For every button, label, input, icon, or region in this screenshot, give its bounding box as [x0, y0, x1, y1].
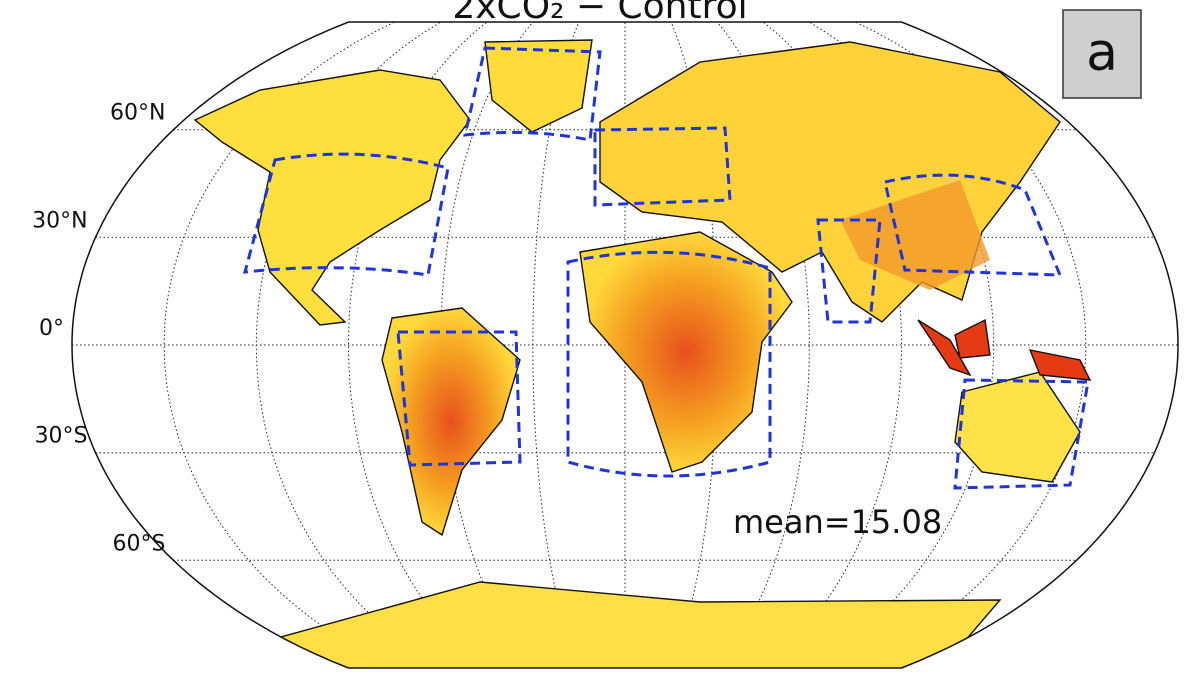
region-box — [593, 126, 732, 207]
latitude-label: 60°N — [110, 101, 165, 126]
map-outline — [71, 21, 1179, 669]
map-title: 2xCO₂ − Control — [452, 0, 747, 27]
africa — [579, 231, 793, 473]
south-america — [381, 307, 521, 537]
map-body — [72, 22, 1178, 668]
north-america — [193, 69, 471, 326]
latitude-label: 60°S — [113, 531, 166, 556]
region-box — [463, 46, 602, 142]
region-box — [396, 330, 522, 467]
latitude-label: 30°S — [35, 424, 88, 449]
maritime-continent — [917, 318, 1092, 381]
panel-label-box — [1062, 9, 1142, 99]
greenland — [484, 39, 593, 133]
antarctica — [268, 581, 1002, 668]
asia-warm — [840, 180, 990, 290]
latitude-label: 30°N — [32, 208, 87, 233]
land — [193, 39, 1092, 668]
region-box — [953, 378, 1090, 490]
region-box — [566, 250, 772, 478]
panel-label: a — [1086, 23, 1118, 83]
australia — [954, 371, 1081, 483]
region-box — [816, 218, 882, 324]
regions — [242, 46, 1090, 490]
region-box — [883, 173, 1063, 277]
latitude-label: 0° — [39, 316, 64, 341]
mean-annotation: mean=15.08 — [733, 503, 942, 541]
region-box — [242, 152, 450, 277]
latitude-labels: 60°N 30°N 0° 30°S 60°S — [32, 101, 165, 557]
